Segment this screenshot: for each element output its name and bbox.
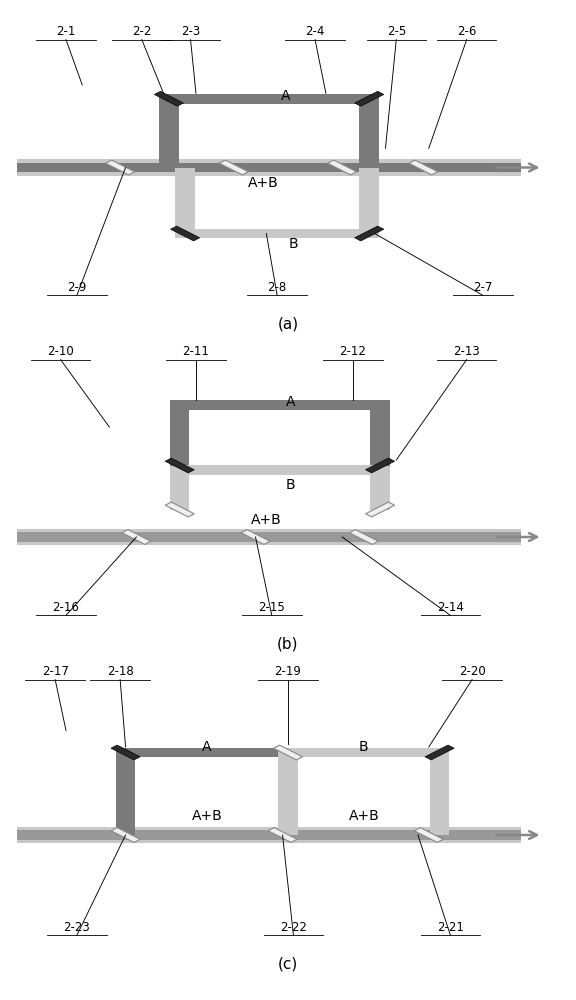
Text: 2-16: 2-16 — [52, 601, 79, 614]
Text: 2-5: 2-5 — [386, 25, 406, 38]
Polygon shape — [219, 160, 248, 175]
Bar — [17, 529, 521, 545]
Text: 2-20: 2-20 — [458, 665, 486, 678]
Text: (b): (b) — [277, 637, 299, 652]
Polygon shape — [409, 160, 438, 175]
Text: 2-12: 2-12 — [339, 345, 366, 358]
Polygon shape — [414, 828, 444, 842]
Bar — [126, 748, 288, 757]
Polygon shape — [349, 530, 378, 544]
Polygon shape — [165, 458, 194, 473]
Text: A: A — [286, 395, 295, 409]
Text: 2-4: 2-4 — [305, 25, 325, 38]
Polygon shape — [165, 502, 194, 517]
Text: 2-10: 2-10 — [47, 345, 74, 358]
Polygon shape — [111, 745, 140, 760]
Text: 2-18: 2-18 — [107, 665, 134, 678]
Text: 2-6: 2-6 — [457, 25, 476, 38]
Bar — [175, 167, 195, 238]
Polygon shape — [268, 828, 297, 842]
Text: A+B: A+B — [248, 176, 279, 190]
Text: 2-17: 2-17 — [41, 665, 69, 678]
Polygon shape — [355, 226, 384, 241]
Polygon shape — [328, 160, 357, 175]
Polygon shape — [154, 91, 183, 106]
Bar — [169, 94, 369, 104]
Text: A+B: A+B — [191, 809, 222, 823]
Bar — [278, 748, 298, 835]
Polygon shape — [366, 458, 395, 473]
Bar — [185, 229, 369, 238]
Bar — [116, 748, 135, 835]
Polygon shape — [241, 530, 270, 544]
Bar — [430, 748, 449, 835]
Polygon shape — [122, 530, 151, 544]
Bar — [288, 748, 439, 757]
Text: 2-11: 2-11 — [183, 345, 210, 358]
Polygon shape — [355, 91, 384, 106]
Text: 2-23: 2-23 — [63, 921, 90, 934]
Text: 2-21: 2-21 — [437, 921, 464, 934]
Polygon shape — [170, 226, 200, 241]
Text: 2-2: 2-2 — [132, 25, 151, 38]
Bar — [180, 466, 380, 475]
Bar — [170, 466, 190, 510]
Text: A+B: A+B — [251, 514, 282, 528]
Text: B: B — [359, 740, 369, 754]
Bar — [17, 159, 521, 176]
Text: 2-1: 2-1 — [56, 25, 75, 38]
Text: B: B — [286, 478, 295, 492]
Text: A+B: A+B — [348, 809, 379, 823]
Bar — [180, 400, 380, 410]
Bar — [17, 163, 521, 172]
Bar — [170, 400, 190, 466]
Bar — [370, 400, 390, 466]
Text: A: A — [281, 89, 290, 103]
Bar — [370, 466, 390, 510]
Bar — [17, 830, 521, 840]
Text: 2-7: 2-7 — [473, 281, 492, 294]
Text: 2-14: 2-14 — [437, 601, 464, 614]
Bar — [17, 532, 521, 542]
Text: (a): (a) — [278, 317, 298, 332]
Text: 2-3: 2-3 — [181, 25, 200, 38]
Text: (c): (c) — [278, 957, 298, 972]
Bar — [359, 94, 379, 167]
Polygon shape — [111, 828, 140, 842]
Text: A: A — [202, 740, 211, 754]
Bar — [278, 748, 298, 835]
Text: 2-8: 2-8 — [267, 281, 287, 294]
Polygon shape — [274, 745, 302, 760]
Text: B: B — [289, 237, 298, 251]
Text: 2-19: 2-19 — [275, 665, 301, 678]
Text: 2-13: 2-13 — [453, 345, 480, 358]
Polygon shape — [105, 160, 135, 175]
Text: 2-15: 2-15 — [259, 601, 285, 614]
Polygon shape — [366, 502, 395, 517]
Bar — [359, 167, 379, 238]
Bar — [17, 827, 521, 843]
Text: 2-22: 2-22 — [280, 921, 307, 934]
Bar — [159, 94, 179, 167]
Polygon shape — [425, 745, 454, 760]
Text: 2-9: 2-9 — [67, 281, 86, 294]
